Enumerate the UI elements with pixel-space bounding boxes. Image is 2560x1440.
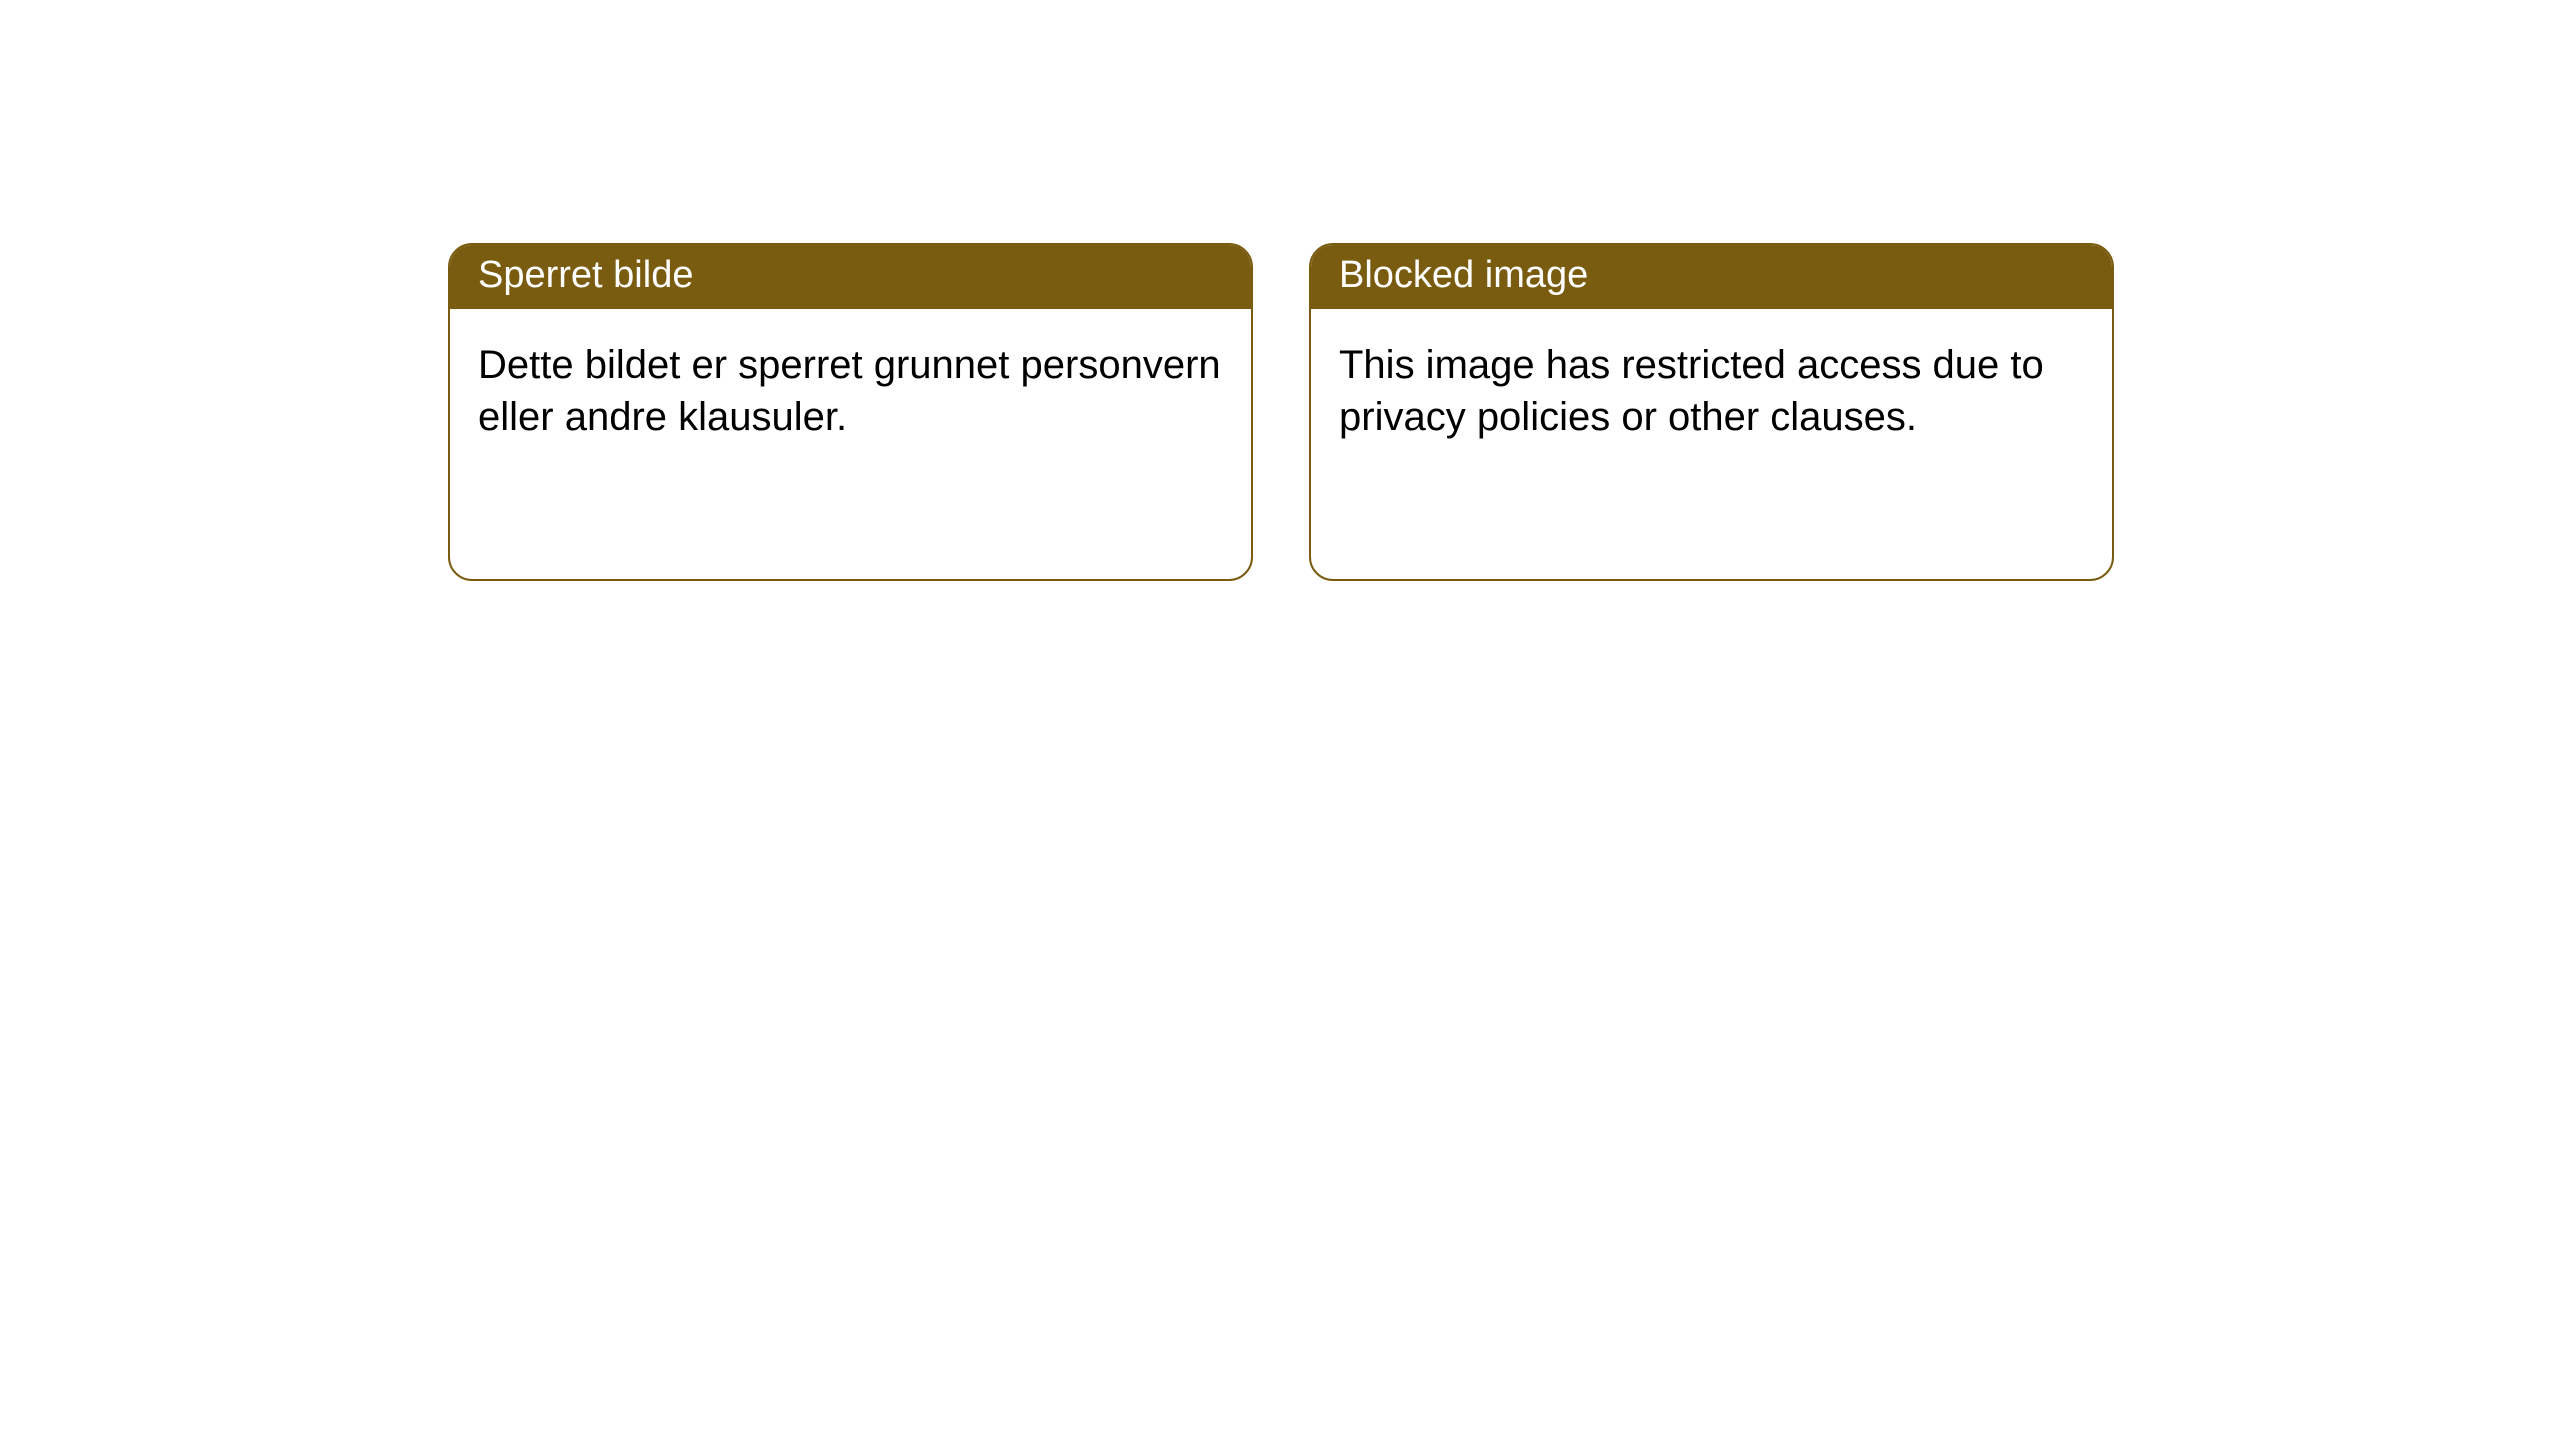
- blocked-image-panel-english: Blocked image This image has restricted …: [1309, 243, 2114, 581]
- panel-container: Sperret bilde Dette bildet er sperret gr…: [0, 0, 2560, 581]
- panel-header: Blocked image: [1311, 245, 2112, 309]
- panel-header: Sperret bilde: [450, 245, 1251, 309]
- blocked-image-panel-norwegian: Sperret bilde Dette bildet er sperret gr…: [448, 243, 1253, 581]
- panel-body-text: Dette bildet er sperret grunnet personve…: [450, 309, 1251, 473]
- panel-body-text: This image has restricted access due to …: [1311, 309, 2112, 473]
